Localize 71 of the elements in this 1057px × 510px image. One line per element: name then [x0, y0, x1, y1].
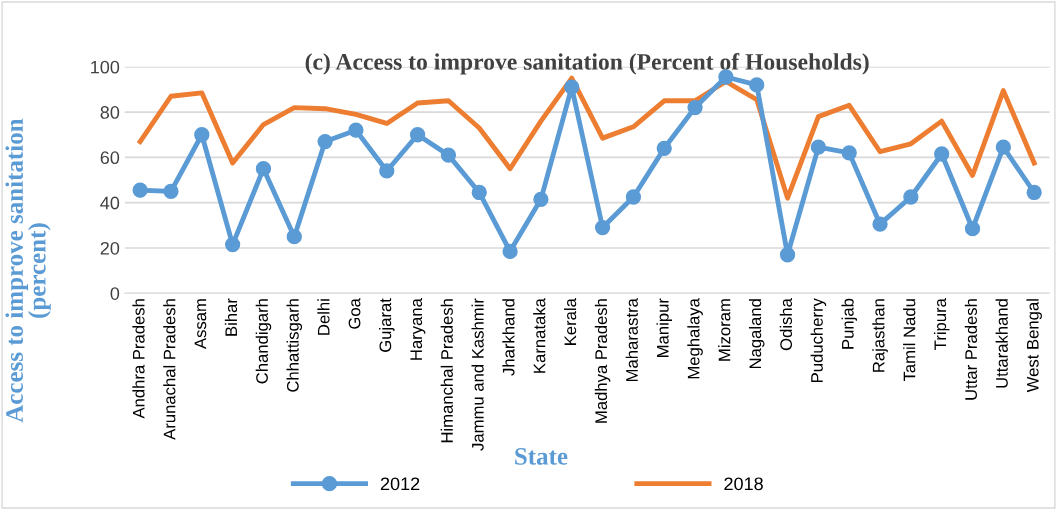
x-tick-label: Gujarat [379, 298, 395, 352]
point [564, 79, 580, 95]
x-tick-label: Andhra Pradesh [132, 299, 145, 419]
x-tick-label: West Bengal [1026, 299, 1042, 393]
point [687, 99, 703, 116]
point [934, 146, 950, 162]
point [872, 216, 888, 232]
y-tick-label: 80 [100, 106, 120, 119]
legend-label: 2018 [724, 477, 763, 491]
x-tick-label: Kerala [563, 298, 577, 345]
point [348, 122, 364, 138]
point [379, 163, 395, 179]
chart-title: (c) Access to improve sanitation (Percent of Households) [305, 52, 869, 75]
x-tick-label: Bihar [224, 298, 238, 336]
point [163, 183, 179, 199]
x-tick-label: Chhattisgarh [286, 299, 303, 392]
y-axis-title: Access to improve sanitation (percent) [5, 118, 51, 423]
point [255, 161, 272, 177]
point [625, 189, 642, 205]
x-tick-label: Punjab [841, 298, 857, 349]
point [471, 184, 487, 201]
point [194, 127, 210, 143]
x-tick-label: Uttar Pradesh [964, 299, 977, 400]
x-tick-label: Arunachal Pradesh [163, 299, 176, 440]
x-axis-title: State [515, 448, 568, 465]
point [841, 145, 857, 161]
x-tick-label: Karnataka [533, 298, 546, 373]
y-tick-label: 20 [100, 241, 120, 255]
y-tick-label: 0 [110, 287, 120, 300]
point [995, 139, 1011, 155]
point [903, 189, 919, 205]
point [779, 247, 796, 263]
y-tick-label: 40 [100, 196, 120, 210]
x-tick-label: Mizoram [718, 299, 731, 361]
x-tick-label: Puducherry [810, 298, 827, 382]
y-tick-label: 100 [91, 60, 120, 74]
point [810, 139, 827, 155]
x-tick-label: Uttarakhand [995, 299, 1008, 388]
x-tick-label: Rajasthan [872, 299, 888, 372]
x-tick-label: Tripura [933, 298, 950, 350]
point [749, 77, 765, 93]
y-tick-label: 60 [100, 151, 120, 165]
x-tick-label: Maharastra [625, 298, 638, 382]
x-tick-label: Jammu and Kashmir [471, 298, 484, 451]
point [440, 147, 457, 163]
x-tick-label: Delhi [317, 299, 330, 335]
point [1026, 184, 1042, 201]
x-tick-label: Goa [348, 298, 361, 329]
x-tick-label: Nagaland [748, 299, 765, 369]
x-tick-label: Meghalaya [687, 298, 703, 379]
x-tick-label: Assam [194, 299, 207, 350]
x-tick-label: Chandigarh [255, 299, 272, 384]
point [224, 236, 241, 253]
x-tick-label: Himanchal Pradesh [440, 299, 453, 443]
point [594, 219, 611, 236]
point [132, 182, 148, 198]
x-tick-label: Manipur [656, 298, 672, 357]
x-tick-label: Jharkhand [502, 299, 515, 376]
x-tick-label: Madhya Pradesh [594, 299, 611, 423]
point [286, 229, 302, 245]
point [533, 191, 549, 207]
point [502, 243, 518, 259]
point [409, 127, 426, 143]
legend-label: 2012 [380, 477, 420, 491]
point [656, 140, 672, 156]
point [718, 69, 734, 85]
x-tick-label: Odisha [779, 298, 793, 351]
x-tick-label: Haryana [410, 298, 426, 360]
point [964, 221, 981, 237]
point [317, 133, 333, 150]
x-tick-label: Tamil Nadu [903, 299, 916, 382]
